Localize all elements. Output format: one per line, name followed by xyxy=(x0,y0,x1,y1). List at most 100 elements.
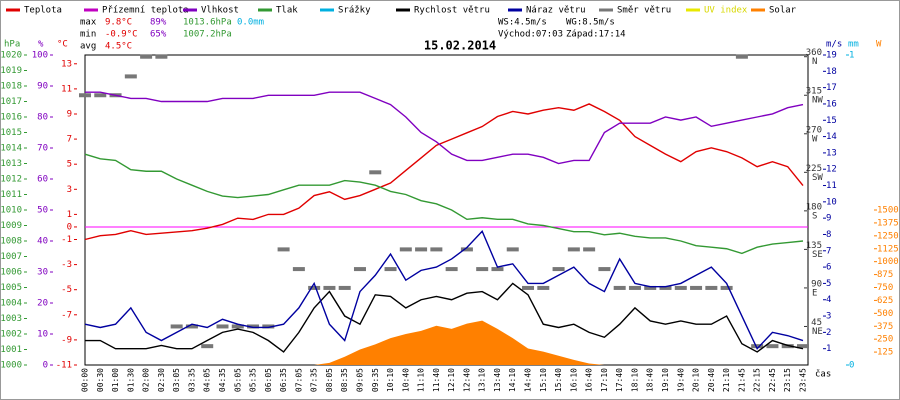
direction-label: SW xyxy=(812,173,823,183)
x-tick-label: 04:05 xyxy=(203,368,212,392)
direction-dash xyxy=(399,247,412,252)
legend-label: UV index xyxy=(704,6,748,16)
y-tick-label: 1014 xyxy=(0,144,22,154)
direction-dash xyxy=(506,247,519,252)
y-tick-label: 250 xyxy=(877,335,893,345)
direction-dash xyxy=(628,285,641,290)
x-tick-label: 01:30 xyxy=(126,368,135,392)
y-tick-label: 0 xyxy=(67,222,72,232)
legend-label: Teplota xyxy=(24,6,62,16)
x-tick-label: 10:40 xyxy=(401,368,410,392)
direction-label: N xyxy=(812,57,817,67)
y-tick-label: 1 xyxy=(67,210,72,220)
chart-title: 15.02.2014 xyxy=(424,39,496,53)
direction-label: NW xyxy=(812,96,823,106)
y-tick-label: 1003 xyxy=(0,314,22,324)
y-tick-label: -1 xyxy=(61,235,72,245)
direction-dash xyxy=(292,267,305,272)
axis-unit-label: m/s xyxy=(826,40,842,50)
legend-label: Rychlost větru xyxy=(414,6,490,16)
y-tick-label: 11 xyxy=(826,181,837,191)
legend-label: Solar xyxy=(769,6,797,16)
direction-label: S xyxy=(812,211,817,221)
direction-dash xyxy=(415,247,428,252)
y-tick-label: 1500 xyxy=(877,206,899,216)
direction-dash xyxy=(369,170,382,175)
x-tick-label: 05:35 xyxy=(249,368,258,392)
y-tick-label: 100 xyxy=(32,51,48,61)
y-tick-label: 18 xyxy=(826,67,837,77)
y-tick-label: 45 xyxy=(811,318,822,328)
y-tick-label: 1250 xyxy=(877,231,899,241)
y-tick-label: 1000 xyxy=(877,257,899,267)
direction-dash xyxy=(430,247,443,252)
x-tick-label: 17:40 xyxy=(615,368,624,392)
x-tick-label: 11:10 xyxy=(417,368,426,392)
stat-text: max xyxy=(80,18,97,28)
y-tick-label: 1010 xyxy=(0,206,22,216)
y-tick-label: 875 xyxy=(877,270,893,280)
y-tick-label: 6 xyxy=(826,263,831,273)
x-tick-label: 21:10 xyxy=(722,368,731,392)
x-tick-label: 23:15 xyxy=(783,368,792,392)
legend-label: Tlak xyxy=(276,6,298,16)
direction-dash xyxy=(323,285,336,290)
stat-text: 1013.6hPa xyxy=(183,18,232,28)
y-tick-label: 1 xyxy=(849,51,854,61)
direction-dash xyxy=(445,267,458,272)
x-tick-label: 16:40 xyxy=(585,368,594,392)
direction-dash xyxy=(353,267,366,272)
x-tick-label: 09:05 xyxy=(355,368,364,392)
direction-dash xyxy=(552,267,565,272)
y-tick-label: 3 xyxy=(67,185,72,195)
stat-text: 1007.2hPa xyxy=(183,30,232,40)
sun-time: Západ:17:14 xyxy=(566,30,626,40)
y-tick-label: 1009 xyxy=(0,221,22,231)
y-tick-label: -7 xyxy=(61,310,72,320)
plot-area xyxy=(84,54,809,366)
x-tick-label: 07:05 xyxy=(294,368,303,392)
x-tick-label: 15:40 xyxy=(554,368,563,392)
x-tick-label: 06:05 xyxy=(264,368,273,392)
y-tick-label: 19 xyxy=(826,51,837,61)
y-tick-label: 1012 xyxy=(0,175,22,185)
y-tick-label: -11 xyxy=(56,361,72,371)
axis-unit-label: W xyxy=(876,40,882,50)
x-tick-label: 23:45 xyxy=(799,368,808,392)
direction-dash xyxy=(247,324,260,329)
direction-dash xyxy=(613,285,626,290)
y-tick-label: 10 xyxy=(826,197,837,207)
legend-label: Přízemní teplota xyxy=(102,6,189,16)
x-tick-label: 19:40 xyxy=(676,368,685,392)
y-tick-label: 80 xyxy=(37,113,48,123)
direction-dash xyxy=(216,324,229,329)
direction-dash xyxy=(674,285,687,290)
axis-unit-label: mm xyxy=(848,40,859,50)
direction-dash xyxy=(155,54,168,59)
legend-label: Náraz větru xyxy=(526,6,586,16)
stat-text: 4.5°C xyxy=(105,42,132,52)
direction-dash xyxy=(644,285,657,290)
x-tick-label: 18:40 xyxy=(646,368,655,392)
series-line xyxy=(85,282,804,353)
stat-text: 89% xyxy=(150,18,167,28)
axis-unit-label: hPa xyxy=(4,40,20,50)
y-tick-label: 8 xyxy=(826,230,831,240)
x-tick-label: 00:30 xyxy=(96,368,105,392)
y-tick-label: 315 xyxy=(806,87,822,97)
y-tick-label: 9 xyxy=(826,214,831,224)
y-tick-label: 0 xyxy=(849,361,854,371)
stat-text: 0.0mm xyxy=(237,18,264,28)
x-tick-label: 04:35 xyxy=(218,368,227,392)
direction-dash xyxy=(567,247,580,252)
y-tick-label: 9 xyxy=(67,109,72,119)
y-tick-label: 1020 xyxy=(0,51,22,61)
direction-dash xyxy=(751,344,764,349)
y-tick-label: 1005 xyxy=(0,283,22,293)
direction-dash xyxy=(231,324,244,329)
y-tick-label: 125 xyxy=(877,348,893,358)
direction-dash xyxy=(705,285,718,290)
direction-dash xyxy=(797,344,809,349)
